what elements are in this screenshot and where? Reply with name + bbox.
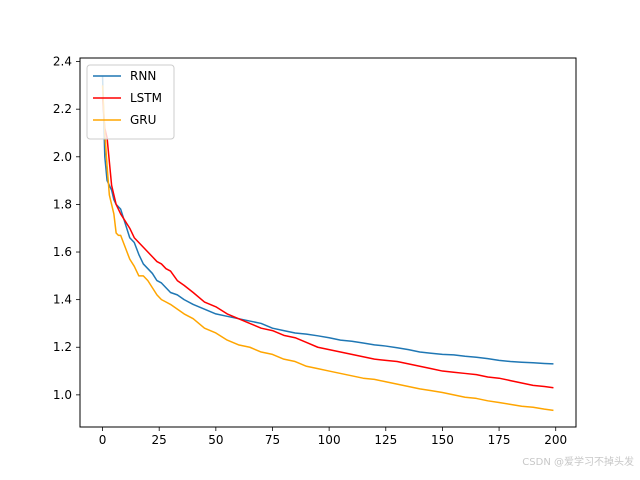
legend-label-lstm: LSTM xyxy=(130,91,162,105)
y-tick-label: 1.2 xyxy=(53,340,72,354)
legend-label-gru: GRU xyxy=(130,113,156,127)
y-axis: 1.0 1.2 1.4 1.6 1.8 2.0 2.2 2.4 xyxy=(53,55,80,402)
x-tick-label: 25 xyxy=(152,433,167,447)
y-tick-label: 1.6 xyxy=(53,245,72,259)
y-tick-label: 2.4 xyxy=(53,55,72,69)
y-tick-label: 2.2 xyxy=(53,102,72,116)
x-tick-label: 200 xyxy=(544,433,567,447)
x-tick-label: 150 xyxy=(431,433,454,447)
y-tick-label: 1.8 xyxy=(53,197,72,211)
legend: RNN LSTM GRU xyxy=(86,64,175,140)
x-tick-label: 50 xyxy=(208,433,223,447)
series-line-lstm xyxy=(101,97,554,389)
y-tick-label: 1.0 xyxy=(53,388,72,402)
x-tick-label: 100 xyxy=(318,433,341,447)
x-tick-label: 0 xyxy=(99,433,107,447)
legend-label-rnn: RNN xyxy=(130,69,156,83)
x-tick-label: 125 xyxy=(374,433,397,447)
series-line-gru xyxy=(101,85,554,412)
plot-frame xyxy=(79,57,577,428)
x-tick-label: 175 xyxy=(488,433,511,447)
x-axis: 0 25 50 75 100 125 150 175 200 xyxy=(99,427,567,447)
x-tick-label: 75 xyxy=(265,433,280,447)
watermark: CSDN @爱学习不掉头发 xyxy=(522,457,634,468)
y-tick-label: 1.4 xyxy=(53,293,72,307)
series-line-rnn xyxy=(101,75,554,365)
y-tick-label: 2.0 xyxy=(53,150,72,164)
series-layer xyxy=(101,75,554,412)
